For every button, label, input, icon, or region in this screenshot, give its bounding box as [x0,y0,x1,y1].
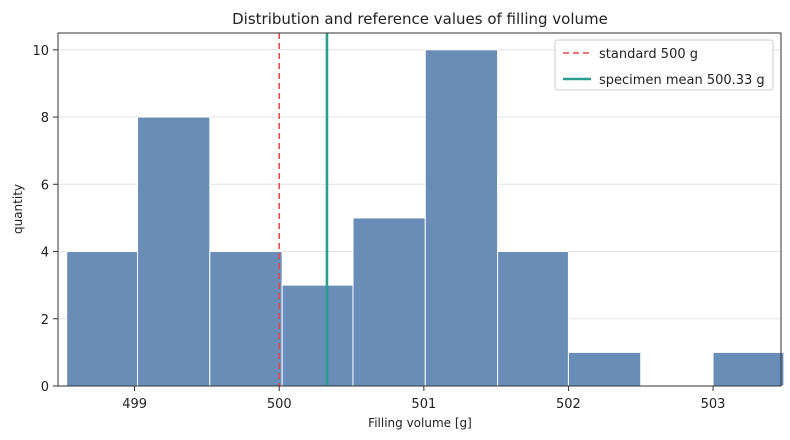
histogram-bar-4 [352,217,426,387]
x-tick-label-500: 500 [267,397,292,412]
y-tick-label-2: 2 [41,313,49,328]
y-tick-label-10: 10 [32,44,49,59]
y-axis-ticks: 0 2 4 6 8 10 [32,44,58,395]
x-axis-ticks: 499 500 501 502 503 [122,386,725,412]
histogram-bar-6 [497,251,569,387]
y-tick-label-0: 0 [41,380,49,395]
legend: standard 500 g specimen mean 500.33 g [554,39,774,91]
y-tick-label-4: 4 [41,246,49,261]
x-tick-label-499: 499 [122,397,147,412]
y-axis-label: quantity [11,184,25,234]
histogram-bar-0 [66,251,139,387]
x-tick-label-503: 503 [701,397,726,412]
histogram-bar-9 [712,351,785,387]
plot-frame [57,32,782,387]
reference-lines [278,33,329,386]
histogram-bar-5 [424,49,499,387]
y-tick-label-6: 6 [41,178,49,193]
legend-label-standard: standard 500 g [599,47,698,62]
histogram-bars [66,49,785,387]
x-tick-label-502: 502 [556,397,581,412]
chart-title: Distribution and reference values of fil… [232,10,608,28]
x-axis-label: Filling volume [g] [368,416,472,430]
y-tick-label-8: 8 [41,111,49,126]
histogram-bar-1 [137,116,211,387]
legend-label-mean: specimen mean 500.33 g [599,73,765,88]
histogram-bar-2 [209,251,283,387]
histogram-bar-7 [567,351,642,387]
x-tick-label-501: 501 [411,397,436,412]
histogram-bar-3 [281,284,354,387]
legend-box [554,39,774,91]
